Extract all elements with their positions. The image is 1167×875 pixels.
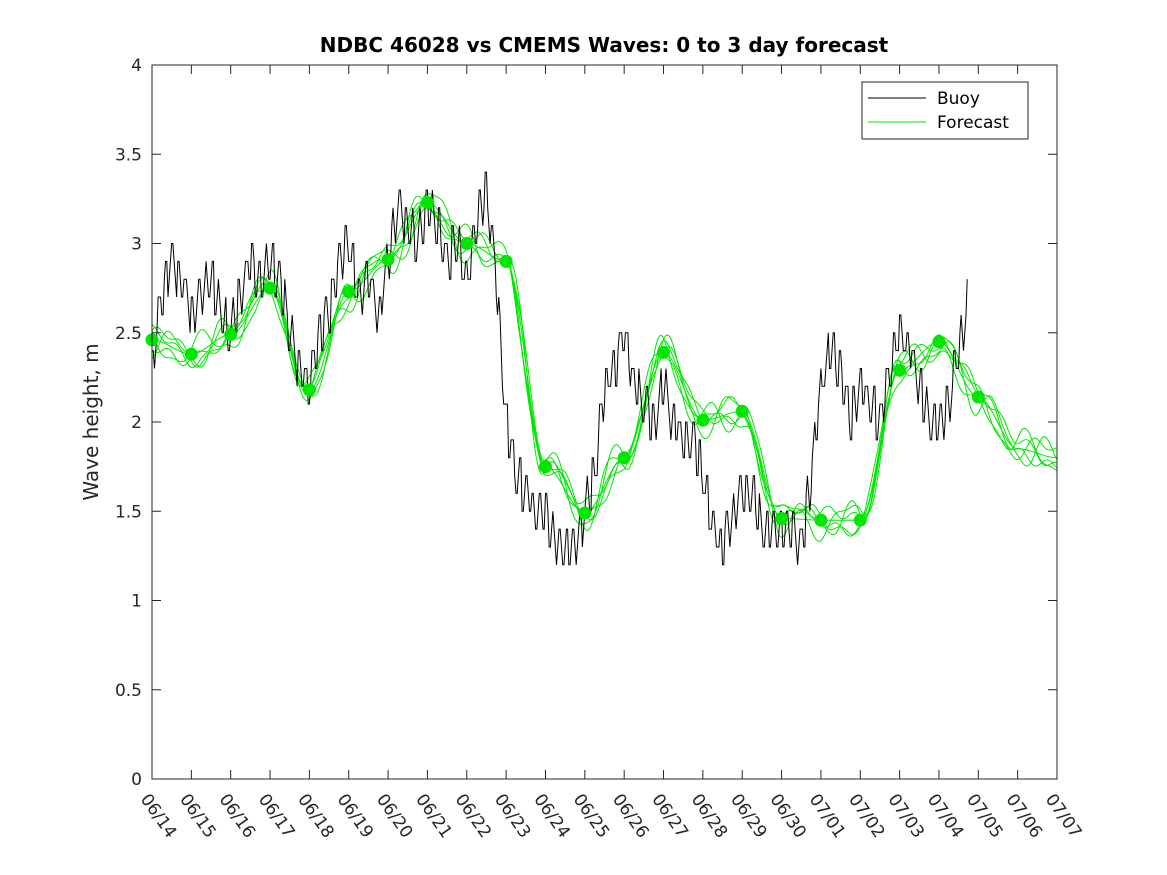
buoy-series-line bbox=[152, 171, 968, 566]
y-tick-label: 0 bbox=[131, 770, 142, 790]
forecast-daily-marker bbox=[578, 506, 592, 520]
forecast-series-line bbox=[151, 201, 1058, 521]
y-tick-label: 2 bbox=[131, 413, 142, 433]
forecast-daily-marker bbox=[657, 345, 671, 359]
forecast-daily-marker bbox=[775, 511, 789, 525]
forecast-daily-marker bbox=[538, 460, 552, 474]
forecast-daily-marker bbox=[302, 383, 316, 397]
y-tick-label: 3 bbox=[131, 235, 142, 255]
forecast-daily-marker bbox=[263, 281, 277, 295]
forecast-daily-marker bbox=[184, 347, 198, 361]
legend-forecast-label: Forecast bbox=[937, 113, 1009, 133]
forecast-daily-marker bbox=[381, 253, 395, 267]
forecast-daily-marker bbox=[224, 328, 238, 342]
y-tick-label: 2.5 bbox=[115, 324, 142, 344]
y-tick-label: 3.5 bbox=[115, 145, 142, 165]
forecast-daily-marker bbox=[342, 285, 356, 299]
chart-title: NDBC 46028 vs CMEMS Waves: 0 to 3 day fo… bbox=[320, 33, 889, 57]
forecast-daily-marker bbox=[696, 413, 710, 427]
forecast-daily-marker bbox=[499, 254, 513, 268]
forecast-daily-marker bbox=[460, 237, 474, 250]
forecast-daily-marker bbox=[932, 335, 946, 349]
y-axis-label: Wave height, m bbox=[79, 343, 103, 500]
forecast-member-line bbox=[151, 206, 1058, 537]
y-tick-label: 4 bbox=[131, 56, 142, 76]
legend-buoy-label: Buoy bbox=[937, 89, 980, 109]
y-axis: 0 0.5 1 1.5 2 2.5 3 3.5 4 bbox=[115, 56, 1057, 790]
forecast-daily-marker bbox=[971, 390, 985, 404]
forecast-daily-marker bbox=[853, 513, 867, 527]
y-tick-label: 1 bbox=[131, 592, 142, 612]
legend-box bbox=[861, 81, 1029, 140]
legend: Buoy Forecast bbox=[861, 81, 1029, 140]
data-layer bbox=[145, 171, 1058, 566]
forecast-daily-marker bbox=[420, 195, 434, 209]
forecast-daily-marker bbox=[617, 451, 631, 465]
y-tick-label: 0.5 bbox=[115, 681, 142, 701]
forecast-daily-marker bbox=[814, 513, 828, 527]
plot-area bbox=[152, 65, 1057, 779]
forecast-daily-marker bbox=[893, 363, 907, 377]
y-tick-label: 1.5 bbox=[115, 502, 142, 522]
forecast-daily-marker bbox=[735, 404, 749, 418]
